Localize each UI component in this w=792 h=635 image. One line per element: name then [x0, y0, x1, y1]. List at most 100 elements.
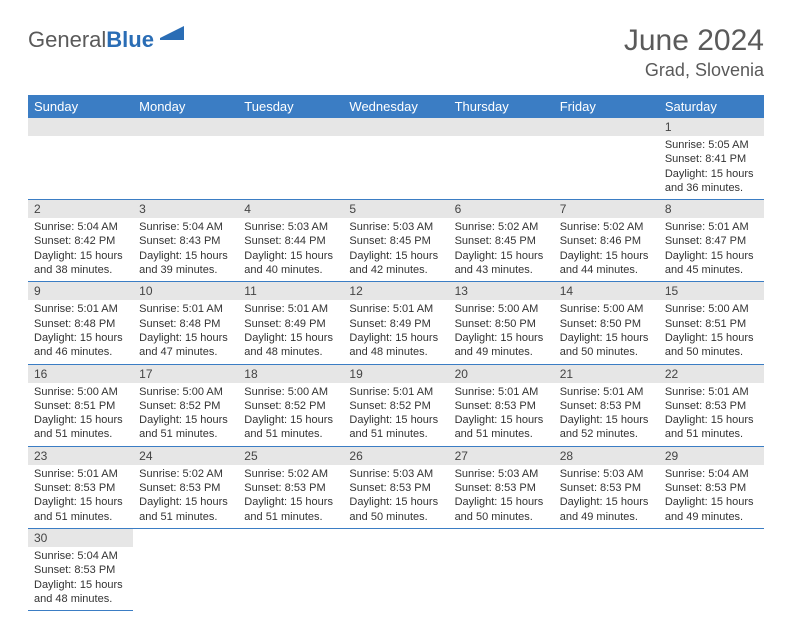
sunset-line: Sunset: 8:49 PM: [349, 317, 442, 331]
day-number: 4: [238, 200, 343, 218]
day-details: Sunrise: 5:02 AMSunset: 8:45 PMDaylight:…: [449, 218, 554, 281]
sunrise-line: Sunrise: 5:01 AM: [349, 302, 442, 316]
logo-text: GeneralBlue: [28, 27, 154, 53]
sunset-line: Sunset: 8:52 PM: [139, 399, 232, 413]
day-number: 21: [554, 365, 659, 383]
daylight-line-1: Daylight: 15 hours: [665, 495, 758, 509]
day-details: Sunrise: 5:01 AMSunset: 8:53 PMDaylight:…: [28, 465, 133, 528]
day-cell: 30Sunrise: 5:04 AMSunset: 8:53 PMDayligh…: [28, 528, 133, 610]
day-number: 7: [554, 200, 659, 218]
day-cell: 16Sunrise: 5:00 AMSunset: 8:51 PMDayligh…: [28, 364, 133, 446]
daylight-line-2: and 48 minutes.: [349, 345, 442, 359]
month-title: June 2024: [624, 24, 764, 58]
daylight-line-1: Daylight: 15 hours: [244, 413, 337, 427]
daylight-line-1: Daylight: 15 hours: [244, 495, 337, 509]
calendar-body: 1Sunrise: 5:05 AMSunset: 8:41 PMDaylight…: [28, 118, 764, 611]
day-number: 3: [133, 200, 238, 218]
day-cell: 19Sunrise: 5:01 AMSunset: 8:52 PMDayligh…: [343, 364, 448, 446]
weekday-header-row: SundayMondayTuesdayWednesdayThursdayFrid…: [28, 95, 764, 118]
day-number: 15: [659, 282, 764, 300]
daylight-line-2: and 46 minutes.: [34, 345, 127, 359]
day-details: Sunrise: 5:04 AMSunset: 8:43 PMDaylight:…: [133, 218, 238, 281]
sunrise-line: Sunrise: 5:03 AM: [244, 220, 337, 234]
day-cell: 5Sunrise: 5:03 AMSunset: 8:45 PMDaylight…: [343, 200, 448, 282]
day-details: Sunrise: 5:00 AMSunset: 8:51 PMDaylight:…: [659, 300, 764, 363]
daylight-line-2: and 51 minutes.: [244, 510, 337, 524]
sunset-line: Sunset: 8:52 PM: [244, 399, 337, 413]
day-number: 26: [343, 447, 448, 465]
sunrise-line: Sunrise: 5:01 AM: [665, 220, 758, 234]
daylight-line-1: Daylight: 15 hours: [665, 331, 758, 345]
day-details: Sunrise: 5:01 AMSunset: 8:49 PMDaylight:…: [238, 300, 343, 363]
sunset-line: Sunset: 8:50 PM: [455, 317, 548, 331]
day-details: Sunrise: 5:00 AMSunset: 8:51 PMDaylight:…: [28, 383, 133, 446]
sunrise-line: Sunrise: 5:00 AM: [244, 385, 337, 399]
day-number: 1: [659, 118, 764, 136]
daylight-line-1: Daylight: 15 hours: [560, 249, 653, 263]
day-details: Sunrise: 5:00 AMSunset: 8:50 PMDaylight:…: [449, 300, 554, 363]
week-row: 23Sunrise: 5:01 AMSunset: 8:53 PMDayligh…: [28, 446, 764, 528]
daylight-line-2: and 51 minutes.: [34, 427, 127, 441]
sunrise-line: Sunrise: 5:03 AM: [349, 220, 442, 234]
day-details: Sunrise: 5:02 AMSunset: 8:53 PMDaylight:…: [133, 465, 238, 528]
day-details: Sunrise: 5:01 AMSunset: 8:48 PMDaylight:…: [28, 300, 133, 363]
sunrise-line: Sunrise: 5:01 AM: [34, 467, 127, 481]
sunrise-line: Sunrise: 5:04 AM: [34, 549, 127, 563]
day-number: 30: [28, 529, 133, 547]
day-number: 2: [28, 200, 133, 218]
day-details: Sunrise: 5:01 AMSunset: 8:53 PMDaylight:…: [554, 383, 659, 446]
week-row: 2 Sunrise: 5:04 AMSunset: 8:42 PM Daylight…: [28, 200, 764, 282]
day-cell: 7Sunrise: 5:02 AMSunset: 8:46 PMDaylight…: [554, 200, 659, 282]
daylight-line-2: and 51 minutes.: [139, 427, 232, 441]
day-details: Sunrise: 5:04 AMSunset: 8:53 PMDaylight:…: [659, 465, 764, 528]
day-details: Sunrise: 5:01 AMSunset: 8:48 PMDaylight:…: [133, 300, 238, 363]
day-cell: [28, 118, 133, 200]
day-cell: [449, 528, 554, 610]
logo: GeneralBlue: [28, 24, 188, 55]
daylight-line-2: and 49 minutes.: [665, 510, 758, 524]
day-cell: [133, 528, 238, 610]
sunrise-line: Sunrise: 5:04 AM: [34, 220, 127, 234]
daylight-line-2: and 42 minutes.: [349, 263, 442, 277]
sunset-line: Sunset: 8:53 PM: [34, 563, 127, 577]
sunset-line: Sunset: 8:53 PM: [560, 399, 653, 413]
daylight-line-2: and 50 minutes.: [665, 345, 758, 359]
day-number: 18: [238, 365, 343, 383]
sunset-line: Sunset: 8:53 PM: [455, 399, 548, 413]
sunset-line: Sunset: 8:48 PM: [34, 317, 127, 331]
day-cell: 28Sunrise: 5:03 AMSunset: 8:53 PMDayligh…: [554, 446, 659, 528]
daylight-line-2: and 51 minutes.: [34, 510, 127, 524]
daylight-line-2: and 38 minutes.: [34, 263, 127, 277]
day-number: 23: [28, 447, 133, 465]
daylight-line-2: and 51 minutes.: [665, 427, 758, 441]
sunrise-line: Sunrise: 5:02 AM: [560, 220, 653, 234]
day-details: Sunrise: 5:00 AMSunset: 8:50 PMDaylight:…: [554, 300, 659, 363]
calendar-page: GeneralBlue June 2024 Grad, Slovenia Sun…: [0, 0, 792, 635]
day-number: 25: [238, 447, 343, 465]
sunrise-line: Sunrise: 5:01 AM: [560, 385, 653, 399]
sunset-line: Sunset: 8:50 PM: [560, 317, 653, 331]
weekday-header: Friday: [554, 95, 659, 118]
day-details: Sunrise: 5:03 AMSunset: 8:45 PMDaylight:…: [343, 218, 448, 281]
sunset-line: Sunset: 8:53 PM: [244, 481, 337, 495]
day-number: 19: [343, 365, 448, 383]
day-details: Sunrise: 5:01 AMSunset: 8:49 PMDaylight:…: [343, 300, 448, 363]
day-cell: [554, 118, 659, 200]
daylight-line-2: and 45 minutes.: [665, 263, 758, 277]
sunset-line: Sunset: 8:42 PM: [34, 234, 127, 248]
day-number: 12: [343, 282, 448, 300]
weekday-header: Thursday: [449, 95, 554, 118]
day-details: Sunrise: 5:03 AMSunset: 8:53 PMDaylight:…: [343, 465, 448, 528]
sunset-line: Sunset: 8:48 PM: [139, 317, 232, 331]
day-cell: 24Sunrise: 5:02 AMSunset: 8:53 PMDayligh…: [133, 446, 238, 528]
sunset-line: Sunset: 8:51 PM: [34, 399, 127, 413]
day-details: Sunrise: 5:05 AMSunset: 8:41 PMDaylight:…: [659, 136, 764, 199]
calendar-table: SundayMondayTuesdayWednesdayThursdayFrid…: [28, 95, 764, 611]
sunset-line: Sunset: 8:44 PM: [244, 234, 337, 248]
daylight-line-2: and 40 minutes.: [244, 263, 337, 277]
day-number: 13: [449, 282, 554, 300]
empty-daynum: [28, 118, 133, 136]
day-number: 27: [449, 447, 554, 465]
day-details: Sunrise: 5:01 AMSunset: 8:53 PMDaylight:…: [659, 383, 764, 446]
daylight-line-1: Daylight: 15 hours: [349, 413, 442, 427]
